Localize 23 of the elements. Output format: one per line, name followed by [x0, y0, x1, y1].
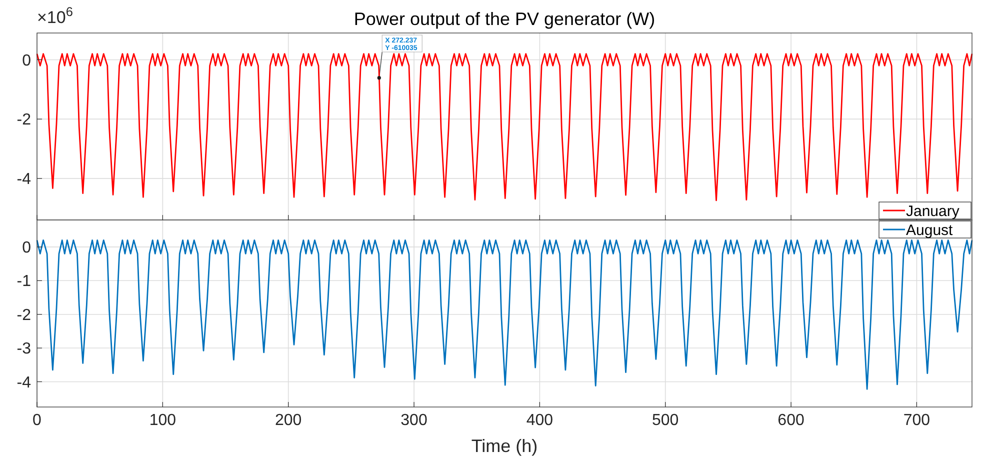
x-tick-label: 100 [149, 412, 176, 429]
y-tick-label: -2 [16, 112, 32, 129]
x-axis-title: Time (h) [471, 436, 538, 456]
y-tick-label: 0 [22, 240, 32, 257]
y-tick-label: -1 [16, 273, 32, 290]
y-tick-label: -4 [16, 374, 32, 392]
y-tick-label: -2 [16, 306, 32, 324]
x-tick-label: 600 [778, 412, 804, 429]
y-tick-label: -4 [16, 171, 32, 188]
y-tick-label: 0 [22, 52, 32, 70]
x-tick-label: 200 [274, 412, 302, 429]
x-tick-label: 300 [400, 412, 428, 429]
x-tick-label: 0 [32, 412, 42, 429]
x-tick-label: 400 [526, 412, 554, 429]
x-tick-label: 500 [652, 412, 679, 429]
text: ×10$^{6}$ [37, 4, 73, 27]
legend-label: August [906, 222, 954, 239]
line-series [36, 53, 973, 202]
legend-label: January [906, 202, 960, 220]
line-series [36, 240, 973, 390]
chart-title: Power output of the PV generator (W) [354, 9, 656, 29]
x-tick-label: 700 [903, 412, 930, 429]
y-tick-label: -3 [16, 340, 32, 358]
